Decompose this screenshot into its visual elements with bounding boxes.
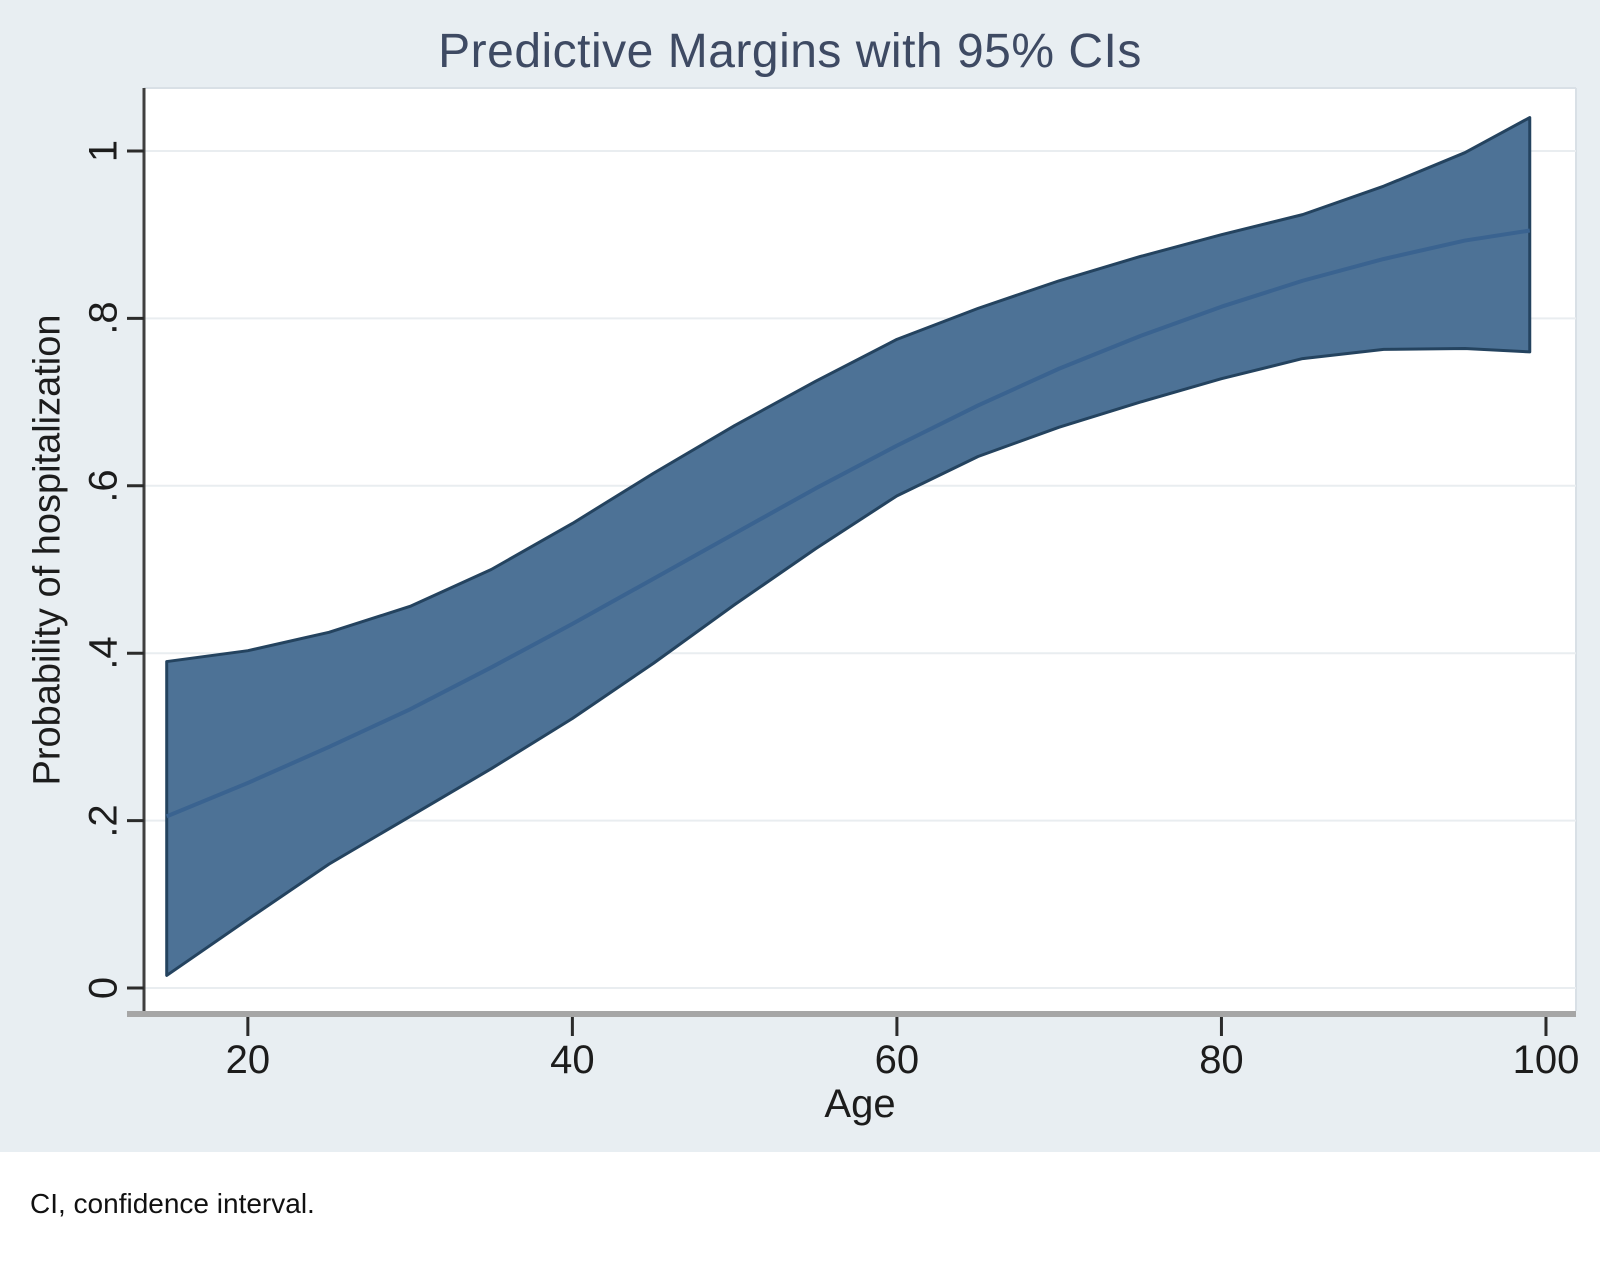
x-tick-label: 20 — [225, 1038, 271, 1082]
x-axis-title: Age — [824, 1082, 896, 1126]
y-tick-label: 0 — [81, 976, 126, 1000]
x-tick-label: 80 — [1199, 1038, 1244, 1082]
y-tick-label: 1 — [81, 139, 126, 163]
plot-area — [127, 87, 1577, 1036]
ci-band — [165, 116, 1532, 977]
chart-title: Predictive Margins with 95% CIs — [438, 25, 1142, 78]
y-axis-title: Probability of hospitalization — [26, 314, 69, 786]
y-tick-label: .2 — [81, 803, 126, 838]
x-tick-label: 60 — [874, 1038, 920, 1082]
x-tick-label: 100 — [1512, 1038, 1580, 1082]
y-tick-label: .6 — [81, 469, 126, 503]
mean-line — [165, 228, 1531, 819]
y-tick-label: .8 — [81, 301, 126, 336]
x-tick-label: 40 — [550, 1038, 595, 1082]
y-tick-label: .4 — [81, 636, 126, 670]
figure-caption: CI, confidence interval. — [30, 1188, 315, 1219]
